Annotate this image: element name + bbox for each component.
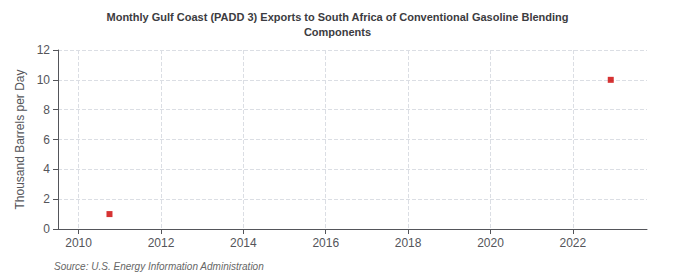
svg-text:8: 8 [43, 103, 50, 117]
svg-text:Components: Components [304, 26, 371, 38]
svg-text:2020: 2020 [477, 236, 504, 250]
svg-text:2022: 2022 [560, 236, 587, 250]
svg-text:2: 2 [43, 192, 50, 206]
svg-text:Source: U.S. Energy Informatio: Source: U.S. Energy Information Administ… [54, 261, 264, 272]
svg-text:10: 10 [37, 73, 51, 87]
svg-text:4: 4 [43, 162, 50, 176]
svg-text:2014: 2014 [230, 236, 257, 250]
svg-text:2018: 2018 [395, 236, 422, 250]
svg-text:12: 12 [37, 43, 51, 57]
svg-text:Monthly Gulf Coast (PADD 3) Ex: Monthly Gulf Coast (PADD 3) Exports to S… [106, 11, 568, 23]
svg-text:2016: 2016 [312, 236, 339, 250]
svg-text:2010: 2010 [65, 236, 92, 250]
svg-text:Thousand Barrels per Day: Thousand Barrels per Day [13, 69, 27, 209]
svg-text:2012: 2012 [148, 236, 175, 250]
svg-text:0: 0 [43, 222, 50, 236]
svg-text:6: 6 [43, 133, 50, 147]
